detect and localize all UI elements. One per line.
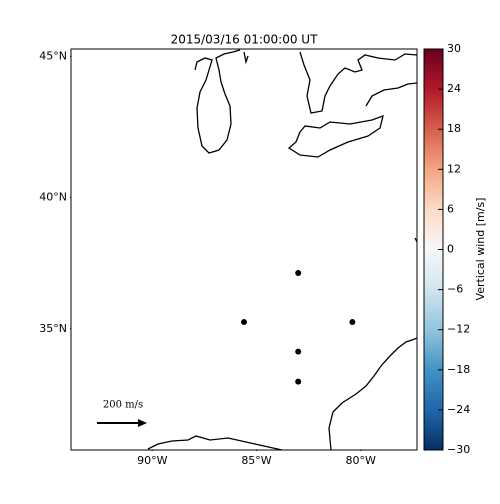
- colorbar-tick-label: 18: [447, 122, 461, 135]
- x-tick-label: 90°W: [137, 454, 167, 467]
- station-point: [241, 319, 247, 326]
- lake-michigan-coast: [194, 49, 241, 154]
- colorbar-tick-label: 6: [447, 202, 454, 215]
- colorbar-tick-label: −18: [447, 363, 470, 376]
- colorbar-tick-label: −30: [447, 443, 470, 456]
- y-tick-label: 35°N: [39, 322, 67, 335]
- colorbar-tick-label: 0: [447, 243, 454, 256]
- y-tick-label: 45°N: [39, 49, 67, 62]
- lake-huron-coast: [299, 51, 418, 114]
- y-tick-label: 40°N: [39, 191, 67, 204]
- x-tick-label: 85°W: [241, 454, 271, 467]
- station-point: [295, 270, 302, 277]
- station-point: [295, 378, 302, 385]
- quiver-key-label: 200 m/s: [103, 400, 143, 411]
- quiver-key-arrowhead: [138, 419, 147, 427]
- colorbar-tick-label: −24: [447, 403, 470, 416]
- colorbar-tick-label: 12: [447, 162, 461, 175]
- atlantic-coast: [328, 337, 418, 451]
- colorbar-label: Vertical wind [m/s]: [474, 198, 487, 301]
- station-point: [295, 348, 302, 355]
- colorbar-tick-label: −12: [447, 323, 470, 336]
- title: 2015/03/16 01:00:00 UT: [171, 33, 318, 47]
- colorbar-tick-label: 24: [447, 82, 461, 95]
- map-frame: [70, 48, 418, 451]
- x-tick-label: 80°W: [346, 454, 376, 467]
- colorbar-tick-label: 30: [447, 42, 461, 55]
- colorbar-tick-label: −6: [447, 283, 463, 296]
- island-coast: [243, 51, 249, 65]
- lake-erie-coast: [287, 82, 418, 158]
- station-point: [349, 319, 356, 326]
